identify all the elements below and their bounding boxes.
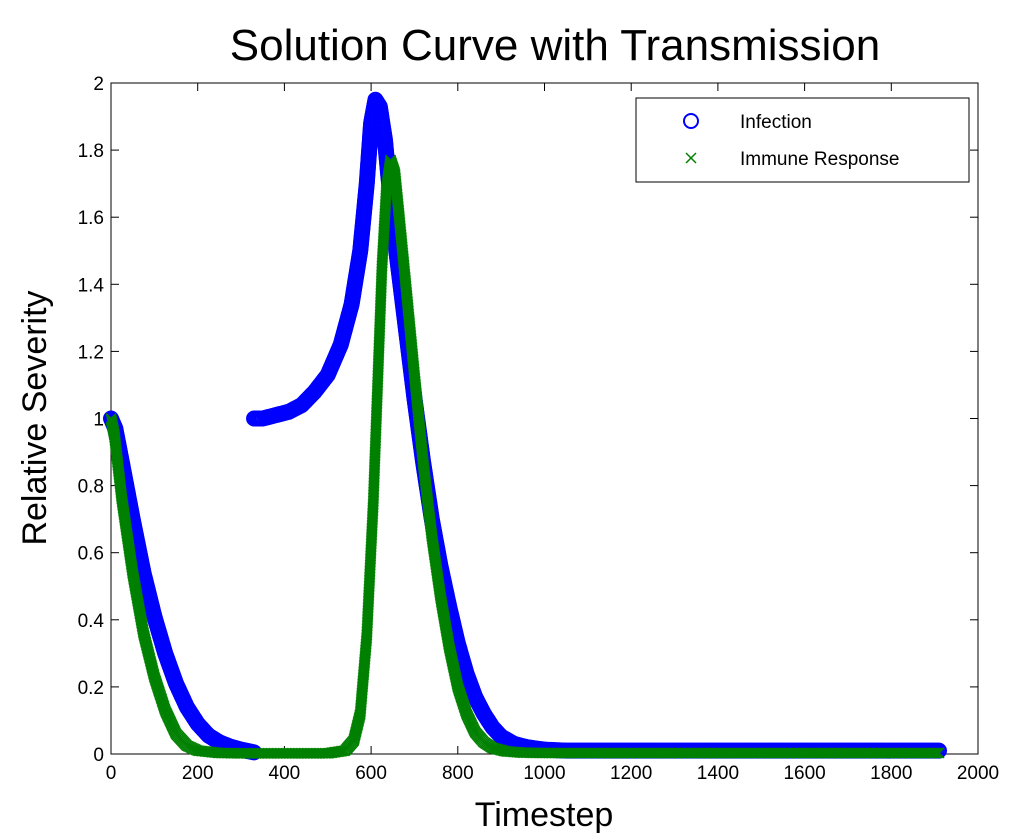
x-tick-label: 400 [269,763,301,784]
x-tick-label: 200 [182,763,214,784]
data-point [933,747,945,759]
legend-label-immune-response: Immune Response [740,149,899,170]
y-tick-label: 0.4 [78,611,105,632]
x-tick-label: 0 [106,763,117,784]
x-tick-label: 1600 [783,763,825,784]
legend-label-infection: Infection [740,112,812,133]
y-tick-label: 0.2 [78,678,104,699]
x-tick-label: 1200 [610,763,652,784]
x-axis-label: Timestep [475,796,614,834]
legend: Infection Immune Response [635,97,970,183]
y-tick-label: 1 [93,410,104,431]
y-tick-label: 1.6 [78,208,104,229]
y-tick-label: 0 [93,745,104,766]
y-tick-label: 1.4 [78,275,105,296]
x-tick-label: 2000 [957,763,999,784]
data-point [931,747,944,759]
x-tick-label: 1400 [697,763,739,784]
x-tick-label: 1800 [870,763,912,784]
chart-title: Solution Curve with Transmission [230,21,880,70]
x-tick-label: 800 [442,763,474,784]
series-immune-response [105,154,945,759]
y-tick-label: 1.2 [78,342,104,363]
legend-box [635,97,970,183]
plot-area [110,82,979,755]
data-layer [103,91,947,761]
y-tick-label: 1.8 [78,141,104,162]
y-axis-label: Relative Severity [16,290,54,545]
axis-ticks: 0 200 400 600 800 1000 1200 1400 1600 1800 2000 0 0.… [78,74,1000,784]
y-tick-label: 0.8 [78,477,104,498]
x-tick-label: 1000 [523,763,565,784]
data-point [930,747,942,759]
legend-marker-immune-response [685,152,697,164]
y-tick-label: 2 [93,74,104,95]
x-tick-label: 600 [355,763,387,784]
y-tick-label: 0.6 [78,544,104,565]
legend-marker-infection [683,113,699,129]
data-point [928,747,941,759]
